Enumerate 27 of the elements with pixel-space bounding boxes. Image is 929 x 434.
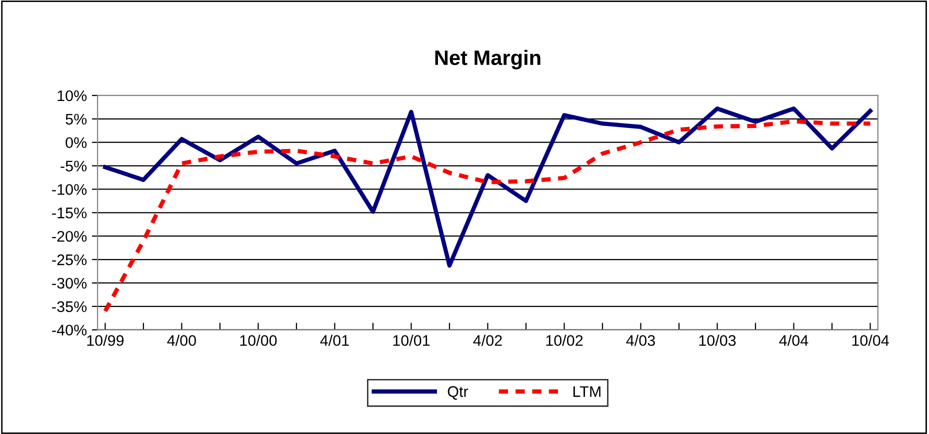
x-tick-label: 10/01 xyxy=(393,334,430,346)
line-series xyxy=(103,119,872,314)
y-tick-label: -30% xyxy=(52,278,87,289)
x-tick-label: 10/04 xyxy=(852,334,889,346)
legend-label: LTM xyxy=(573,386,600,397)
x-tick-label: 4/03 xyxy=(626,334,655,346)
x-tick-label: 10/00 xyxy=(240,334,277,346)
legend-label: Qtr xyxy=(448,386,468,400)
x-tick-label: 4/02 xyxy=(473,334,502,346)
y-tick-label: -5% xyxy=(60,160,87,172)
y-tick-label: -35% xyxy=(52,301,87,312)
y-tick-label: -40% xyxy=(52,324,87,336)
y-tick-label: 0% xyxy=(66,137,87,148)
x-tick-label: 10/99 xyxy=(87,334,124,346)
x-tick-label: 10/03 xyxy=(699,334,736,346)
x-tick-label: 4/04 xyxy=(779,334,808,346)
y-tick-label: -10% xyxy=(52,184,87,195)
chart-title: Net Margin xyxy=(435,50,540,70)
y-tick-label: -20% xyxy=(52,230,87,242)
y-tick-label: -25% xyxy=(52,254,87,266)
y-tick-label: 10% xyxy=(58,90,87,102)
y-tick-label: -15% xyxy=(52,208,87,218)
x-tick-label: 4/01 xyxy=(320,334,349,346)
x-tick-label: 10/02 xyxy=(546,334,583,346)
line-series xyxy=(103,106,872,268)
x-tick-label: 4/00 xyxy=(167,334,196,346)
y-tick-label: 5% xyxy=(66,114,87,125)
